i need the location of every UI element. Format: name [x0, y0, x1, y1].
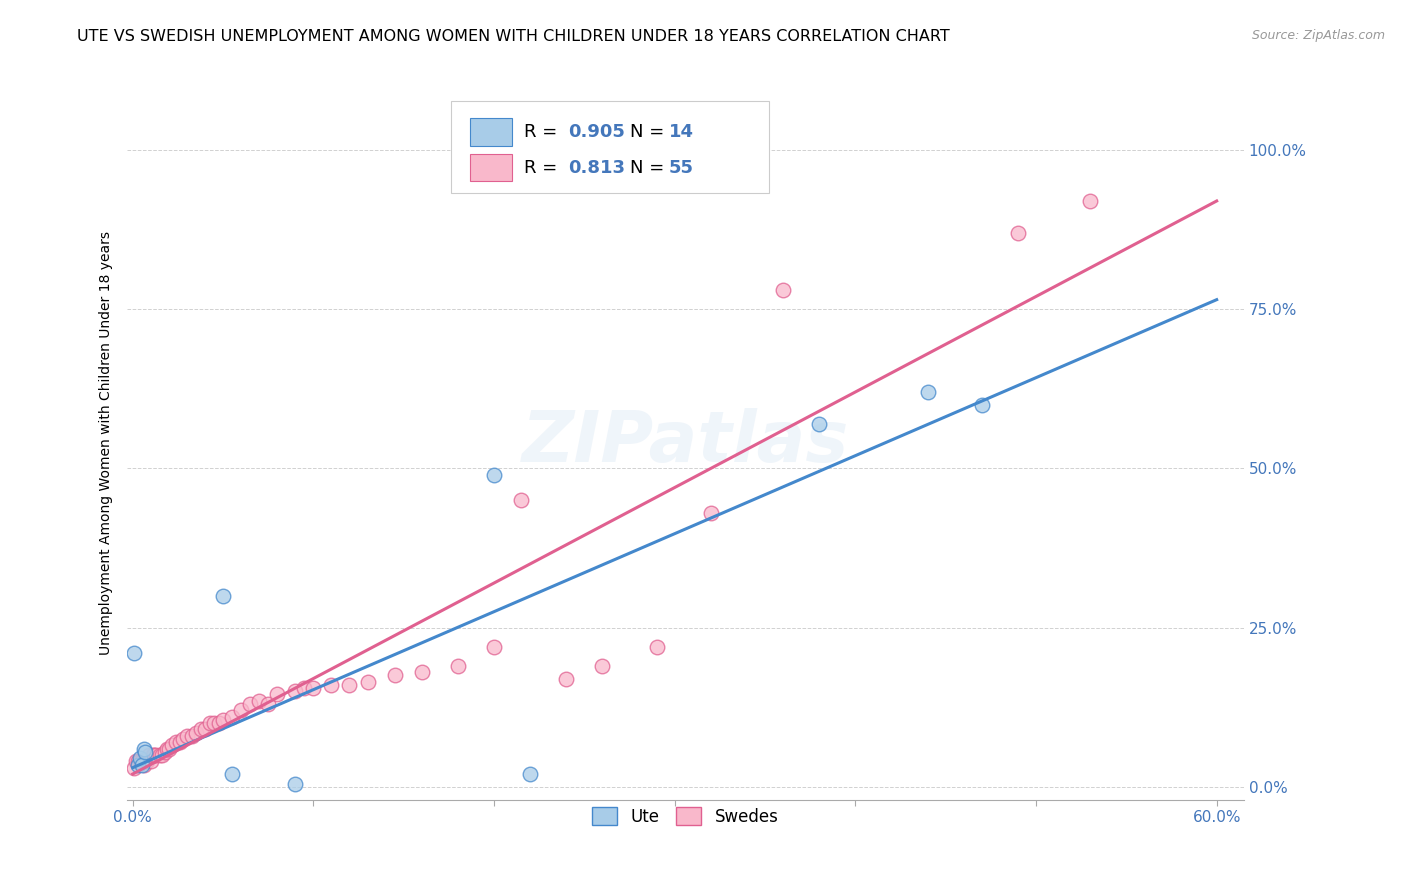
Point: [184, 725, 207, 739]
Text: 55: 55: [669, 159, 693, 177]
Point: [482, 467, 505, 482]
Point: [124, 761, 146, 775]
Point: [134, 745, 156, 759]
Point: [138, 747, 160, 762]
Point: [150, 747, 173, 762]
Point: [143, 747, 166, 762]
FancyBboxPatch shape: [451, 101, 769, 194]
Text: R =: R =: [523, 159, 568, 177]
Text: 0.905: 0.905: [568, 123, 626, 141]
Point: [176, 729, 198, 743]
Point: [131, 754, 153, 768]
Point: [131, 757, 153, 772]
Point: [136, 754, 159, 768]
Bar: [470, 154, 512, 181]
Point: [247, 694, 270, 708]
Point: [125, 754, 148, 768]
Point: [200, 716, 222, 731]
Text: R =: R =: [523, 123, 562, 141]
Text: ZIPatlas: ZIPatlas: [522, 409, 849, 477]
Point: [321, 678, 343, 692]
Point: [162, 739, 184, 753]
Point: [482, 640, 505, 654]
Point: [172, 732, 194, 747]
Point: [128, 754, 150, 768]
Point: [284, 684, 307, 698]
Point: [127, 754, 149, 768]
Point: [156, 741, 179, 756]
Point: [257, 697, 280, 711]
Point: [165, 735, 187, 749]
Point: [519, 767, 541, 781]
Point: [292, 681, 315, 695]
Point: [128, 751, 150, 765]
Point: [356, 674, 378, 689]
Point: [229, 703, 252, 717]
Point: [153, 745, 176, 759]
Text: Source: ZipAtlas.com: Source: ZipAtlas.com: [1251, 29, 1385, 42]
Point: [284, 776, 307, 790]
Point: [700, 506, 723, 520]
Point: [645, 640, 668, 654]
Point: [591, 658, 613, 673]
Point: [1007, 226, 1029, 240]
Y-axis label: Unemployment Among Women with Children Under 18 years: Unemployment Among Women with Children U…: [100, 231, 114, 655]
Point: [208, 716, 231, 731]
Text: UTE VS SWEDISH UNEMPLOYMENT AMONG WOMEN WITH CHILDREN UNDER 18 YEARS CORRELATION: UTE VS SWEDISH UNEMPLOYMENT AMONG WOMEN …: [77, 29, 950, 44]
Point: [221, 767, 243, 781]
Text: N =: N =: [630, 159, 669, 177]
Point: [132, 757, 155, 772]
Point: [239, 697, 262, 711]
Point: [134, 754, 156, 768]
Point: [917, 384, 939, 399]
Point: [510, 493, 533, 508]
Text: 14: 14: [669, 123, 693, 141]
Text: 0.813: 0.813: [568, 159, 626, 177]
Point: [127, 757, 149, 772]
Point: [212, 589, 235, 603]
Point: [221, 710, 243, 724]
Point: [190, 723, 212, 737]
Point: [141, 747, 163, 762]
Point: [266, 688, 288, 702]
Legend: Ute, Swedes: Ute, Swedes: [583, 799, 787, 834]
Point: [808, 417, 831, 431]
Text: N =: N =: [630, 123, 669, 141]
Point: [772, 283, 794, 297]
Point: [157, 741, 180, 756]
Point: [124, 646, 146, 660]
Point: [145, 747, 167, 762]
Point: [302, 681, 325, 695]
Point: [181, 729, 204, 743]
Point: [139, 754, 162, 768]
Point: [339, 678, 361, 692]
Point: [1078, 194, 1101, 208]
Point: [149, 747, 172, 762]
Point: [194, 723, 217, 737]
Point: [970, 398, 993, 412]
Point: [169, 735, 191, 749]
Point: [202, 716, 225, 731]
Point: [132, 741, 155, 756]
Point: [411, 665, 433, 680]
Point: [212, 713, 235, 727]
Point: [384, 668, 406, 682]
Bar: [470, 119, 512, 145]
Point: [555, 672, 578, 686]
Point: [447, 658, 470, 673]
